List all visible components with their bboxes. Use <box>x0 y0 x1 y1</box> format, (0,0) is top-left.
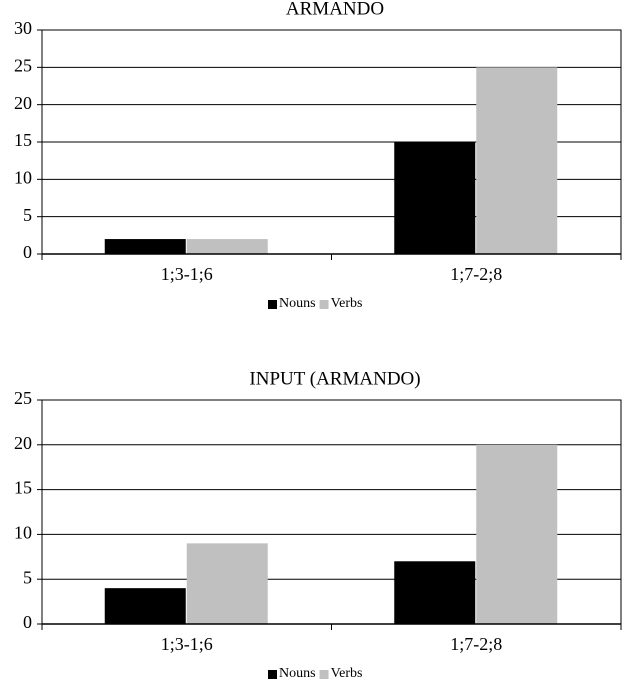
bar <box>394 142 476 254</box>
legend-label: Nouns <box>279 666 316 681</box>
y-tick-label: 10 <box>14 167 32 187</box>
y-tick-label: 25 <box>14 55 32 75</box>
x-tick-label: 1;3-1;6 <box>161 264 213 284</box>
legend-swatch <box>319 300 329 309</box>
bar <box>476 444 558 624</box>
legend-label: Verbs <box>331 296 363 311</box>
x-tick-label: 1;7-2;8 <box>450 264 502 284</box>
legend-swatch <box>268 300 277 309</box>
y-tick-label: 10 <box>14 523 32 543</box>
legend-label: Verbs <box>331 666 363 681</box>
y-tick-label: 20 <box>14 433 32 453</box>
y-tick-label: 30 <box>14 18 32 38</box>
legend-label: Nouns <box>279 296 316 311</box>
bar <box>394 561 476 624</box>
legend-swatch <box>268 670 277 679</box>
bar <box>186 543 268 624</box>
y-tick-label: 15 <box>14 478 32 498</box>
y-tick-label: 0 <box>23 612 32 632</box>
chart-title: ARMANDO <box>286 0 384 19</box>
y-tick-label: 15 <box>14 130 32 150</box>
y-tick-label: 0 <box>23 242 32 262</box>
bar <box>104 588 186 624</box>
x-tick-label: 1;3-1;6 <box>161 634 213 654</box>
y-tick-label: 25 <box>14 388 32 408</box>
y-tick-label: 20 <box>14 93 32 113</box>
chart-title: INPUT (ARMANDO) <box>249 368 420 389</box>
y-tick-label: 5 <box>23 205 32 225</box>
bar <box>186 239 268 254</box>
legend-swatch <box>319 670 329 679</box>
x-tick-label: 1;7-2;8 <box>450 634 502 654</box>
bar <box>476 67 558 254</box>
y-tick-label: 5 <box>23 567 32 587</box>
bar <box>104 239 186 254</box>
